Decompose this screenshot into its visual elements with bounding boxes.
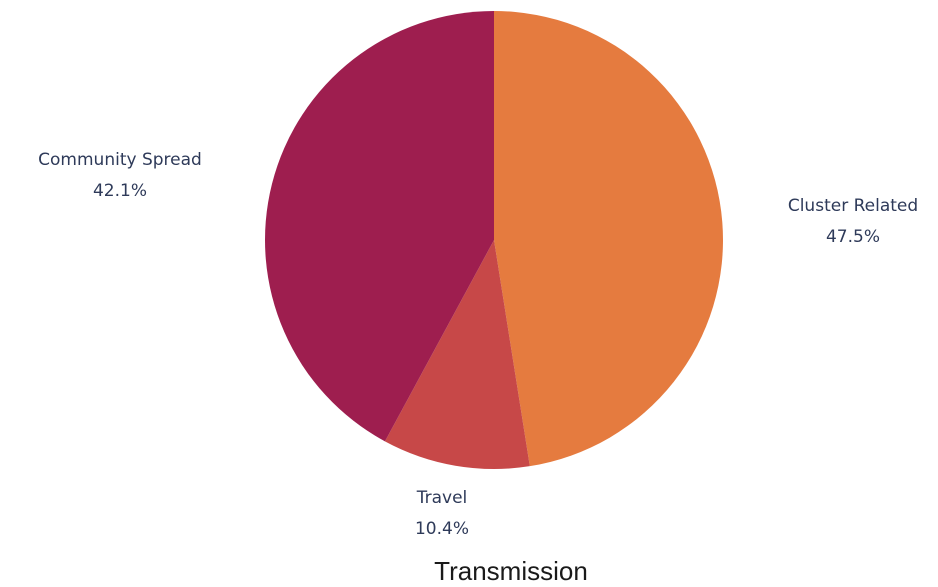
slice-label-percent: 42.1% (93, 181, 147, 201)
chart-title: Transmission (434, 556, 588, 586)
pie-slices (265, 11, 723, 469)
pie-slice-community-spread (265, 11, 494, 442)
pie-slice-cluster-related (494, 11, 723, 467)
pie-labels: Cluster Related 47.5% Travel 10.4% Community… (38, 150, 918, 539)
slice-label-name: Cluster Related (788, 196, 918, 216)
pie-slice-travel (384, 240, 530, 469)
slice-label-percent: 10.4% (415, 519, 469, 539)
slice-label-percent: 47.5% (826, 227, 880, 247)
slice-label-name: Travel (416, 488, 468, 508)
slice-label-name: Community Spread (38, 150, 202, 170)
